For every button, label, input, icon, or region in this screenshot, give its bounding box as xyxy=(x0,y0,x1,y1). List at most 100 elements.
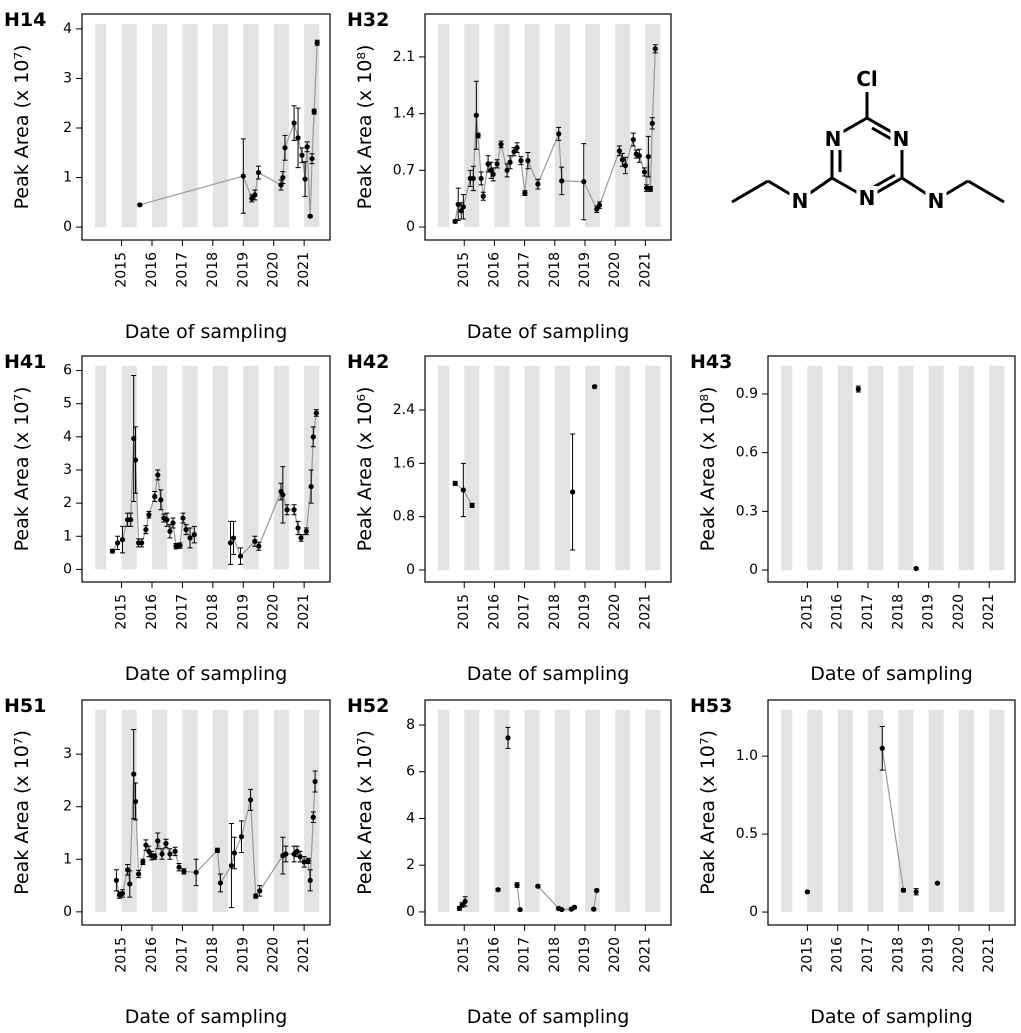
point xyxy=(571,904,578,910)
season-stripe xyxy=(151,24,168,228)
point xyxy=(173,543,179,549)
x-tick-label: 2021 xyxy=(296,594,312,630)
point xyxy=(559,906,565,913)
x-tick-label: 2020 xyxy=(607,594,623,630)
season-stripe xyxy=(182,24,198,228)
point xyxy=(139,540,145,546)
y-tick-label: 0 xyxy=(63,219,72,235)
panel-label: H42 xyxy=(347,351,389,373)
point xyxy=(522,190,528,196)
point xyxy=(237,553,244,559)
x-tick-label: 2020 xyxy=(951,937,967,973)
double-bond xyxy=(871,173,896,190)
point xyxy=(525,158,531,164)
x-tick-label: 2018 xyxy=(890,937,906,973)
x-tick-label: 2017 xyxy=(174,937,190,973)
y-tick-label: 4 xyxy=(406,810,415,826)
x-axis-label: Date of sampling xyxy=(810,1006,973,1028)
point xyxy=(313,410,319,416)
point xyxy=(109,548,116,554)
season-stripe xyxy=(151,366,168,570)
season-stripe xyxy=(151,710,168,912)
point xyxy=(596,202,603,208)
point xyxy=(230,535,237,541)
season-stripe xyxy=(958,366,975,571)
point xyxy=(462,898,468,905)
season-stripe xyxy=(524,366,540,570)
x-tick-label: 2015 xyxy=(799,937,815,973)
point xyxy=(804,889,810,895)
point xyxy=(119,536,126,543)
point xyxy=(473,112,479,118)
point xyxy=(180,515,186,521)
point xyxy=(252,538,258,544)
x-tick-label: 2019 xyxy=(235,252,251,288)
season-stripe xyxy=(121,24,137,228)
x-tick-label: 2021 xyxy=(296,252,312,288)
season-stripe xyxy=(958,710,975,913)
y-axis-label: Peak Area (x 10⁷) xyxy=(354,730,376,895)
point xyxy=(518,158,524,164)
season-stripe xyxy=(95,24,107,228)
x-tick-label: 2018 xyxy=(547,252,563,288)
point xyxy=(314,40,320,46)
season-stripe xyxy=(807,366,823,571)
season-stripe xyxy=(438,366,450,570)
x-tick-label: 2016 xyxy=(144,252,160,288)
x-tick-label: 2017 xyxy=(860,594,876,630)
x-tick-label: 2019 xyxy=(921,594,937,630)
point xyxy=(191,532,197,538)
plot-frame xyxy=(424,355,672,583)
point xyxy=(645,153,651,160)
point xyxy=(181,868,187,874)
x-tick-label: 2018 xyxy=(205,937,221,973)
y-tick-label: 2 xyxy=(63,120,72,136)
point xyxy=(478,175,484,182)
point xyxy=(146,848,152,855)
season-stripe xyxy=(273,24,289,228)
x-tick-label: 2020 xyxy=(266,594,282,630)
plot-frame xyxy=(81,13,331,241)
season-stripe xyxy=(95,710,107,912)
season-stripe xyxy=(868,710,884,913)
point xyxy=(135,871,142,877)
y-axis-label: Peak Area (x 10⁸) xyxy=(697,387,719,552)
x-tick-label: 2020 xyxy=(607,937,623,973)
point xyxy=(127,881,133,887)
point xyxy=(616,148,622,154)
x-tick-label: 2019 xyxy=(577,252,593,288)
y-tick-label: 1.4 xyxy=(393,106,415,122)
season-stripe xyxy=(554,24,570,228)
x-tick-label: 2020 xyxy=(266,252,282,288)
point xyxy=(622,162,629,169)
point xyxy=(594,887,600,894)
point xyxy=(228,862,235,869)
point xyxy=(647,186,654,192)
atom-label: Cl xyxy=(856,67,878,91)
x-tick-label: 2021 xyxy=(637,937,653,973)
y-tick-label: 0 xyxy=(406,904,415,920)
panel: 0 1 2 3 4 5 6 2015 2016 2017 2018 2019 2020 2021 Date … xyxy=(4,351,331,685)
point xyxy=(183,527,189,533)
y-tick-label: 1 xyxy=(63,528,72,544)
season-stripe xyxy=(989,366,1005,571)
y-tick-label: 0 xyxy=(406,562,415,578)
point xyxy=(452,480,458,486)
point xyxy=(592,384,598,390)
point xyxy=(291,507,297,513)
y-tick-label: 6 xyxy=(63,363,72,379)
double-bond xyxy=(871,126,896,143)
point xyxy=(187,535,193,541)
bond xyxy=(866,176,903,200)
y-axis-label: Peak Area (x 10⁷) xyxy=(11,387,33,552)
x-tick-label: 2015 xyxy=(114,594,130,630)
y-tick-label: 1 xyxy=(63,170,72,186)
x-tick-label: 2019 xyxy=(577,594,593,630)
y-axis-label: Peak Area (x 10⁷) xyxy=(11,45,33,210)
x-tick-label: 2015 xyxy=(456,252,472,288)
point xyxy=(309,156,315,162)
x-tick-label: 2017 xyxy=(174,252,190,288)
x-tick-label: 2018 xyxy=(547,937,563,973)
y-tick-label: 2 xyxy=(63,495,72,511)
x-tick-label: 2015 xyxy=(114,937,130,973)
